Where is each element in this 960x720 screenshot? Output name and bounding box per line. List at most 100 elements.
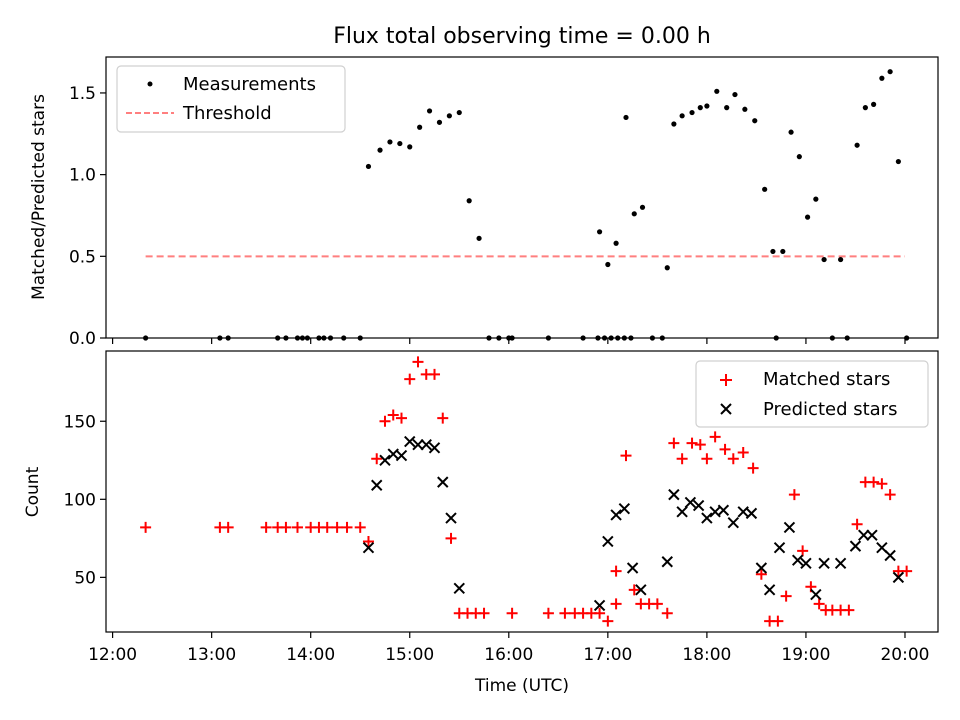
matched-star-point xyxy=(387,409,399,421)
matched-star-point xyxy=(709,431,721,443)
measurement-point xyxy=(476,235,482,241)
measurement-point xyxy=(486,335,492,341)
measurement-point xyxy=(770,248,776,255)
bottom-y-axis-label: Count xyxy=(23,466,43,517)
matched-star-point xyxy=(506,607,518,619)
matched-star-point xyxy=(780,590,792,602)
measurement-point xyxy=(838,256,844,263)
predicted-star-point xyxy=(428,442,441,454)
top-plot-area xyxy=(143,69,910,341)
matched-star-point xyxy=(772,615,784,627)
matched-star-point xyxy=(737,446,749,458)
measurement-point xyxy=(321,335,327,341)
measurement-point xyxy=(217,335,223,341)
matched-star-point xyxy=(341,521,353,533)
matched-star-point xyxy=(876,478,888,490)
matched-star-point xyxy=(594,607,606,619)
matched-star-point xyxy=(788,489,800,501)
bottom-x-ticks: 12:00 13:00 14:00 15:00 16:00 17:00 18:00 19:00… xyxy=(88,632,929,665)
predicted-star-point xyxy=(755,562,768,574)
bottom-y-tick-label: 50 xyxy=(74,568,96,588)
measurement-point xyxy=(225,335,231,341)
measurement-point xyxy=(844,335,850,341)
matched-star-point xyxy=(851,518,863,530)
predicted-star-point xyxy=(593,599,606,612)
measurement-point xyxy=(742,106,748,112)
legend-matched-marker xyxy=(720,374,732,386)
bottom-x-tick-label: 15:00 xyxy=(385,645,434,665)
matched-star-point xyxy=(610,565,622,577)
matched-star-point xyxy=(478,607,490,619)
measurement-point xyxy=(426,108,433,114)
predicted-star-point xyxy=(626,562,639,574)
predicted-star-point xyxy=(676,506,688,518)
measurement-point xyxy=(509,335,515,341)
predicted-star-point xyxy=(362,541,375,554)
predicted-star-point xyxy=(635,584,647,596)
predicted-star-point xyxy=(866,529,878,541)
predicted-star-point xyxy=(791,554,804,566)
bottom-x-tick-label: 20:00 xyxy=(880,645,929,665)
matched-star-point xyxy=(843,604,855,616)
measurement-point xyxy=(299,335,306,341)
top-y-tick-label: 0.0 xyxy=(69,329,96,349)
predicted-star-point xyxy=(834,557,847,570)
measurement-point xyxy=(639,204,646,210)
matched-star-point xyxy=(901,565,913,577)
measurement-point xyxy=(580,335,586,341)
predicted-star-point xyxy=(892,571,905,584)
x-axis-label: Time (UTC) xyxy=(474,676,569,696)
top-legend: Measurements Threshold xyxy=(116,65,346,133)
predicted-star-point xyxy=(602,535,614,548)
predicted-star-point xyxy=(610,509,622,521)
measurement-point xyxy=(679,113,685,119)
measurement-point xyxy=(275,335,281,341)
predicted-star-point xyxy=(404,435,416,448)
measurement-point xyxy=(304,335,310,341)
measurement-point xyxy=(283,335,289,341)
measurement-point xyxy=(365,163,372,170)
predicted-star-point xyxy=(437,476,449,488)
legend-matched-label: Matched stars xyxy=(763,369,890,390)
matched-star-point xyxy=(331,521,343,533)
measurement-point xyxy=(732,91,738,98)
matched-star-point xyxy=(362,535,374,547)
matched-star-point xyxy=(542,607,554,619)
measurement-point xyxy=(821,256,827,263)
top-y-axis-label: Matched/Predicted stars xyxy=(29,94,49,300)
matched-star-point xyxy=(354,521,366,533)
measurement-point xyxy=(714,88,720,94)
predicted-star-point xyxy=(618,502,631,515)
top-legend-box xyxy=(116,65,346,133)
matched-star-point xyxy=(686,437,698,449)
legend-measurements-marker xyxy=(147,81,153,87)
bottom-x-tick-label: 16:00 xyxy=(484,645,533,665)
matched-star-point xyxy=(884,489,896,501)
measurement-point xyxy=(762,186,768,192)
measurement-point xyxy=(788,129,794,135)
measurement-point xyxy=(780,248,786,255)
matched-star-point xyxy=(668,437,680,449)
measurement-point xyxy=(143,335,149,341)
matched-star-point xyxy=(813,598,825,610)
measurement-point xyxy=(664,265,670,271)
measurement-point xyxy=(904,335,910,341)
matched-star-point xyxy=(371,453,383,465)
matched-star-point xyxy=(140,521,152,533)
bottom-x-tick-label: 18:00 xyxy=(682,645,731,665)
predicted-star-point xyxy=(800,557,812,570)
measurement-point xyxy=(456,109,462,116)
measurement-point xyxy=(829,335,835,341)
measurement-point xyxy=(446,113,452,119)
measurement-point xyxy=(341,335,347,341)
bottom-y-tick-label: 100 xyxy=(64,490,96,510)
measurement-point xyxy=(862,105,868,111)
matched-star-point xyxy=(620,450,632,462)
measurement-point xyxy=(804,214,811,220)
measurement-point xyxy=(605,261,611,268)
measurement-point xyxy=(407,144,413,150)
predicted-star-point xyxy=(371,479,383,491)
measurement-point xyxy=(887,69,893,75)
matched-star-point xyxy=(701,453,713,465)
top-axes: 0.0 0.5 1.0 1.5 Matched/Predicted stars Mea… xyxy=(29,56,939,349)
